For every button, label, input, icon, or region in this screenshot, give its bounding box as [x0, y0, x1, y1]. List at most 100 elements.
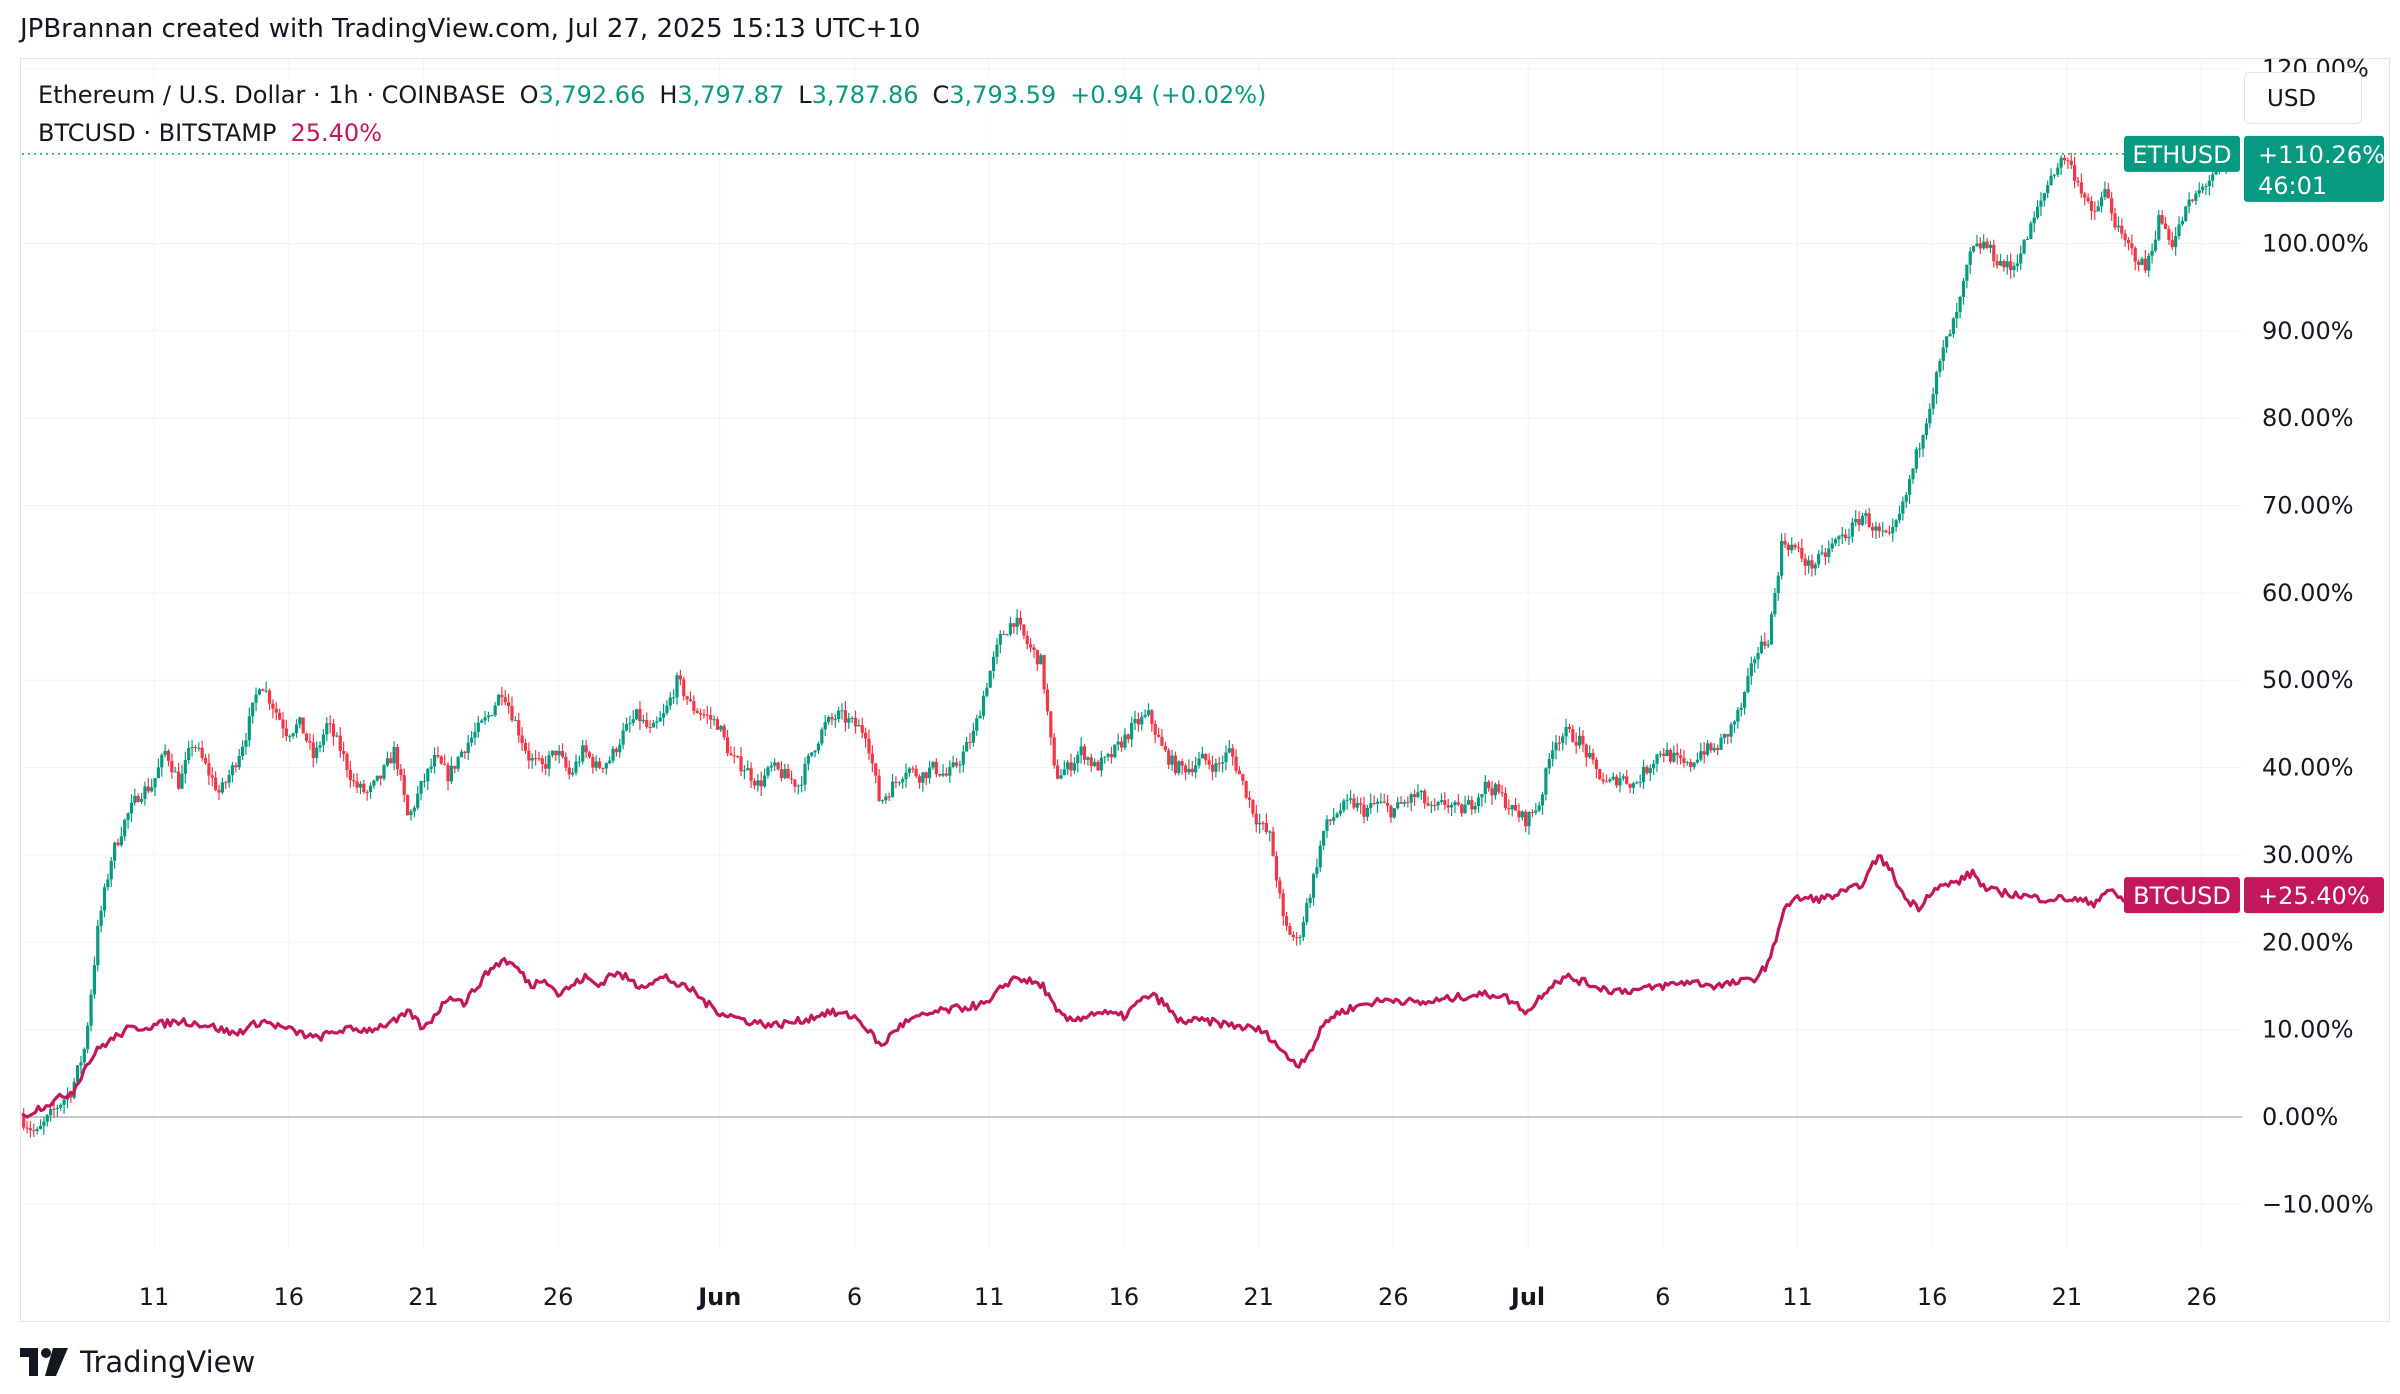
- eth-candle-body: [756, 780, 760, 786]
- eth-candle-body: [1281, 893, 1285, 917]
- eth-candle-body: [1008, 623, 1013, 635]
- eth-candle-body: [1685, 762, 1689, 764]
- eth-candle-body: [1658, 753, 1662, 755]
- eth-candle-body: [645, 719, 649, 727]
- eth-candle-body: [1884, 530, 1888, 533]
- eth-candle-body: [1534, 810, 1538, 813]
- eth-candle-body: [523, 743, 528, 751]
- eth-candle-body: [1284, 916, 1289, 926]
- eth-candle-body: [1109, 754, 1114, 758]
- eth-candle-body: [1029, 644, 1033, 648]
- eth-candle-body: [1988, 244, 1993, 248]
- eth-candle-body: [304, 733, 309, 741]
- eth-candle-body: [2160, 215, 2164, 224]
- eth-candle-body: [254, 694, 258, 703]
- eth-candle-body: [75, 1065, 80, 1082]
- eth-candle-body: [288, 736, 292, 738]
- eth-candle-body: [1631, 783, 1636, 788]
- eth-candle-body: [2046, 185, 2050, 194]
- eth-candle-body: [2194, 193, 2198, 201]
- eth-candle-body: [1446, 804, 1450, 808]
- currency-button[interactable]: USD: [2244, 72, 2362, 124]
- eth-candle-body: [2106, 189, 2110, 199]
- eth-candle-body: [1702, 751, 1706, 755]
- y-axis: 120.00%100.00%90.00%80.00%70.00%60.00%50…: [2262, 55, 2374, 1219]
- eth-candle-body: [1224, 752, 1228, 763]
- eth-candle-body: [571, 772, 575, 775]
- eth-candle-body: [934, 761, 938, 774]
- eth-candle-body: [672, 697, 676, 699]
- eth-candle-body: [604, 763, 608, 769]
- eth-candle-body: [533, 758, 538, 760]
- eth-candle-body: [2116, 225, 2121, 228]
- eth-candle-body: [1365, 807, 1370, 817]
- eth-candle-body: [517, 720, 521, 736]
- eth-candle-body: [507, 702, 511, 707]
- eth-candle-body: [109, 860, 113, 880]
- eth-candle-body: [2069, 160, 2073, 165]
- eth-candle-body: [1604, 781, 1609, 783]
- eth-candle-body: [685, 696, 689, 700]
- eth-candle-body: [608, 760, 612, 764]
- eth-candle-body: [409, 811, 413, 816]
- eth-candle-body: [2204, 186, 2208, 188]
- eth-candle-body: [1359, 803, 1363, 805]
- eth-candle-body: [591, 756, 595, 768]
- eth-candle-body: [1567, 726, 1572, 729]
- eth-candle-body: [1813, 564, 1817, 569]
- eth-candle-body: [890, 781, 895, 798]
- ethusd-candles: [22, 149, 2238, 1138]
- eth-candle-body: [1850, 522, 1854, 537]
- eth-candle-body: [308, 740, 312, 743]
- eth-candle-body: [156, 767, 160, 779]
- eth-candle-body: [261, 689, 265, 691]
- eth-candle-body: [32, 1130, 36, 1132]
- eth-candle-body: [1338, 810, 1343, 814]
- eth-candle-body: [557, 750, 561, 756]
- eth-candle-body: [52, 1108, 56, 1110]
- eth-candle-body: [1503, 793, 1508, 809]
- eth-candle-body: [1679, 755, 1683, 758]
- eth-candle-body: [995, 644, 999, 657]
- eth-candle-body: [1301, 921, 1306, 937]
- eth-candle-body: [702, 714, 706, 716]
- btc-price-label-value: +25.40%: [2258, 882, 2370, 910]
- eth-candle-body: [1210, 764, 1215, 772]
- eth-candle-body: [601, 767, 605, 769]
- eth-candle-body: [139, 798, 144, 802]
- eth-candle-body: [860, 725, 864, 733]
- eth-candle-body: [965, 742, 969, 752]
- eth-candle-body: [1412, 794, 1417, 798]
- eth-candle-body: [1931, 394, 1935, 409]
- eth-candle-body: [1291, 934, 1295, 938]
- eth-candle-body: [1116, 741, 1120, 745]
- eth-candle-body: [2187, 199, 2191, 207]
- eth-candle-body: [1187, 768, 1191, 773]
- eth-candle-body: [1665, 749, 1669, 756]
- btc-price-label: [2244, 877, 2384, 914]
- eth-candle-body: [837, 710, 841, 720]
- eth-candle-body: [1433, 804, 1437, 806]
- eth-candle-body: [2174, 236, 2178, 248]
- eth-candle-body: [981, 695, 986, 716]
- eth-symbol-tag: [2124, 135, 2240, 172]
- eth-candle-body: [1803, 558, 1807, 566]
- eth-candle-body: [554, 750, 558, 756]
- eth-candle-body: [1311, 874, 1316, 898]
- eth-candle-body: [1130, 723, 1134, 740]
- eth-candle-body: [1247, 797, 1252, 800]
- eth-candle-body: [449, 765, 453, 782]
- btc-change-value: 25.40%: [290, 119, 382, 147]
- tradingview-logo[interactable]: TradingView: [20, 1342, 255, 1382]
- eth-candle-body: [200, 747, 204, 758]
- eth-candle-body: [847, 718, 851, 723]
- eth-candle-body: [1483, 781, 1487, 795]
- eth-candle-body: [82, 1049, 86, 1063]
- eth-candle-body: [732, 755, 736, 757]
- eth-candle-body: [1183, 765, 1188, 773]
- eth-candle-body: [89, 994, 93, 1026]
- eth-candle-body: [264, 690, 268, 692]
- eth-candle-body: [1847, 536, 1851, 539]
- open-value: 3,792.66: [538, 81, 646, 109]
